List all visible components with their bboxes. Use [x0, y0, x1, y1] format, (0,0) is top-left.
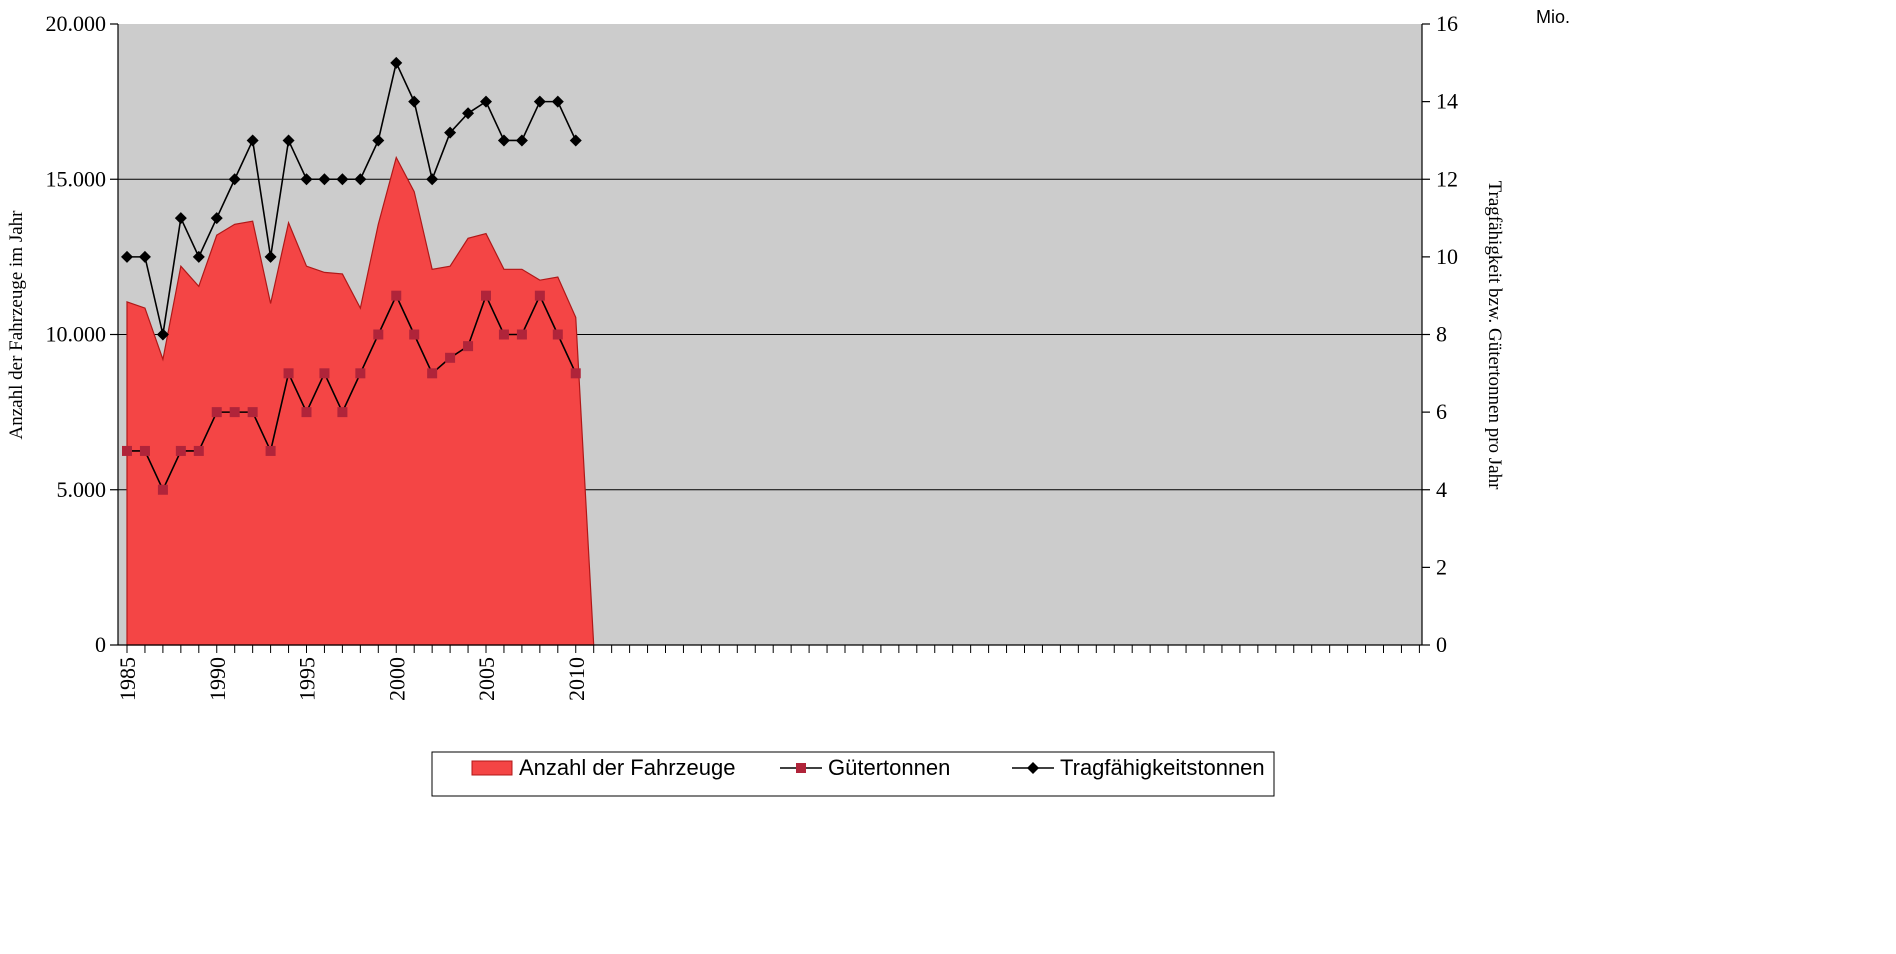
marker-gueter — [463, 341, 474, 352]
marker-gueter — [481, 290, 491, 301]
marker-gueter — [409, 329, 420, 340]
marker-tragfaehigkeit — [228, 173, 241, 186]
marker-gueter — [157, 484, 168, 495]
marker-tragfaehigkeit — [318, 173, 331, 186]
marker-tragfaehigkeit — [138, 250, 151, 263]
line-series — [121, 56, 582, 495]
marker-gueter — [319, 368, 330, 379]
marker-gueter — [570, 368, 581, 379]
y-right-tick-label: 4 — [1436, 477, 1447, 502]
legend-label-gueter: Gütertonnen — [828, 755, 950, 780]
marker-gueter — [534, 290, 545, 301]
marker-tragfaehigkeit — [121, 250, 133, 263]
y-right-tick-label: 0 — [1436, 632, 1447, 657]
legend-swatch-fahrzeuge — [471, 760, 513, 776]
marker-gueter — [283, 368, 294, 379]
marker-gueter — [265, 445, 276, 456]
marker-gueter — [337, 407, 348, 418]
marker-tragfaehigkeit — [533, 95, 546, 108]
marker-tragfaehigkeit — [390, 56, 403, 69]
marker-gueter — [175, 445, 186, 456]
legend-box — [431, 751, 1275, 797]
legend-label-tragfaehigkeit: Tragfähigkeitstonnen — [1060, 755, 1265, 780]
x-tick-label: 1990 — [205, 657, 230, 701]
y-right-tick-label: 12 — [1436, 166, 1458, 191]
marker-gueter — [193, 445, 204, 456]
y-right-tick-label: 2 — [1436, 554, 1447, 579]
legend: Anzahl der Fahrzeuge Gütertonnen Tragfäh… — [431, 751, 1275, 797]
marker-tragfaehigkeit — [174, 212, 187, 225]
y-left-tick-label: 5.000 — [57, 477, 107, 502]
y-left-tick-label: 10.000 — [46, 322, 107, 347]
marker-tragfaehigkeit — [372, 134, 385, 147]
y-right-tick-label: 14 — [1436, 89, 1458, 114]
marker-gueter — [427, 368, 438, 379]
legend-marker-tragfaehigkeit — [1027, 762, 1039, 774]
marker-tragfaehigkeit — [210, 212, 223, 225]
marker-tragfaehigkeit — [462, 107, 475, 120]
y-right-tick-label: 16 — [1436, 11, 1458, 36]
marker-tragfaehigkeit — [300, 173, 313, 186]
marker-gueter — [373, 329, 384, 340]
y-right-tick-label: 8 — [1436, 322, 1447, 347]
y-right-ticks: 0 2 4 6 8 10 12 14 16 — [1422, 11, 1458, 657]
marker-tragfaehigkeit — [156, 328, 169, 341]
x-tick-label: 2000 — [384, 657, 409, 701]
area-fahrzeuge — [126, 155, 595, 646]
line-tragfaehigkeit — [127, 60, 577, 335]
marker-gueter — [498, 329, 509, 340]
marker-gueter — [552, 329, 563, 340]
marker-tragfaehigkeit — [569, 134, 582, 147]
x-tick-label: 1985 — [115, 657, 140, 701]
y-right-unit-label: Mio. — [1536, 7, 1570, 27]
marker-gueter — [445, 352, 456, 363]
legend-marker-gueter — [796, 763, 806, 773]
marker-gueter — [122, 445, 132, 456]
marker-tragfaehigkeit — [336, 173, 349, 186]
y-left-tick-label: 15.000 — [46, 166, 107, 191]
marker-tragfaehigkeit — [497, 134, 510, 147]
y-left-axis-title: Anzahl der Fahrzeuge im Jahr — [6, 210, 27, 440]
marker-tragfaehigkeit — [444, 126, 457, 139]
marker-gueter — [229, 407, 240, 418]
marker-tragfaehigkeit — [282, 134, 295, 147]
marker-gueter — [139, 445, 150, 456]
area-series — [126, 155, 595, 646]
marker-gueter — [211, 407, 222, 418]
legend-label-fahrzeuge: Anzahl der Fahrzeuge — [519, 755, 735, 780]
y-left-tick-label: 0 — [95, 632, 106, 657]
marker-gueter — [355, 368, 366, 379]
marker-tragfaehigkeit — [192, 250, 205, 263]
y-left-ticks: 0 5.000 10.000 15.000 20.000 — [46, 11, 118, 657]
y-right-tick-label: 6 — [1436, 399, 1447, 424]
line-gueter — [127, 293, 577, 492]
x-tick-label: 2005 — [474, 657, 499, 701]
marker-tragfaehigkeit — [408, 95, 421, 108]
x-tick-label: 2010 — [564, 657, 589, 701]
x-tick-label: 1995 — [295, 657, 320, 701]
marker-tragfaehigkeit — [551, 95, 564, 108]
marker-tragfaehigkeit — [515, 134, 528, 147]
marker-tragfaehigkeit — [264, 250, 277, 263]
y-left-tick-label: 20.000 — [46, 11, 107, 36]
marker-tragfaehigkeit — [480, 95, 492, 108]
marker-gueter — [247, 407, 258, 418]
marker-tragfaehigkeit — [354, 173, 367, 186]
y-right-tick-label: 10 — [1436, 244, 1458, 269]
y-right-axis-title: Tragfähigkeit bzw. Gütertonnen pro Jahr — [1484, 181, 1505, 491]
marker-gueter — [516, 329, 527, 340]
marker-tragfaehigkeit — [426, 173, 439, 186]
marker-gueter — [301, 407, 312, 418]
marker-tragfaehigkeit — [246, 134, 259, 147]
marker-gueter — [391, 290, 402, 301]
x-ticks: 1985 1990 1995 2000 2005 2010 — [115, 645, 1420, 701]
